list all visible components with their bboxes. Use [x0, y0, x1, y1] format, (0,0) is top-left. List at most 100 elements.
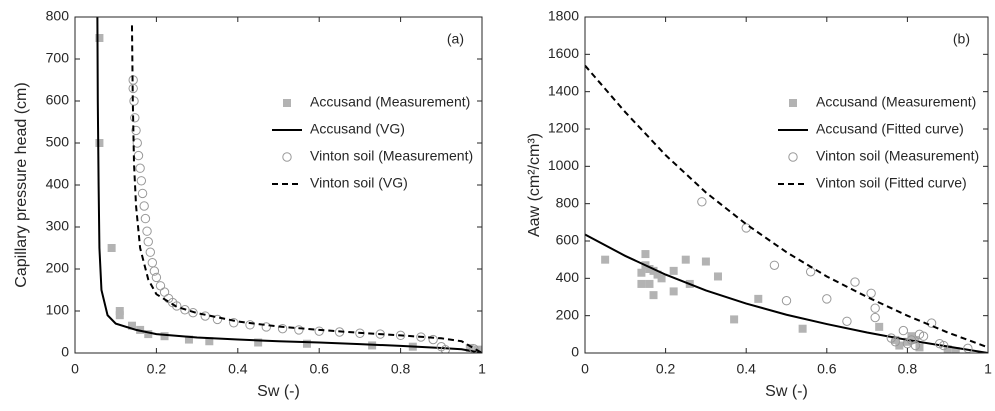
point [478, 347, 482, 353]
point [188, 307, 198, 318]
x-tick-label: 0 [71, 361, 79, 377]
point [314, 326, 324, 336]
point [697, 197, 707, 207]
point [730, 315, 739, 324]
point [144, 330, 153, 339]
y-tick-label: 300 [46, 218, 70, 234]
point [151, 272, 162, 283]
x-tick-label: 0.4 [736, 361, 756, 377]
point [205, 337, 214, 346]
curve [585, 64, 988, 349]
point [428, 334, 438, 345]
axes-box [74, 16, 483, 354]
legend-item: Accusand (VG) [272, 121, 405, 137]
y-tick-label: 1400 [548, 82, 579, 98]
point [798, 324, 807, 333]
point [302, 339, 311, 348]
point [155, 281, 166, 291]
point [245, 320, 255, 330]
point [669, 266, 678, 275]
point [943, 345, 952, 353]
y-tick-label: 200 [46, 260, 70, 276]
point [641, 250, 650, 259]
panel-label: (b) [953, 31, 970, 47]
y-tick-label: 1600 [548, 45, 579, 61]
y-tick-label: 600 [46, 92, 70, 108]
x-tick-label: 0.8 [898, 361, 918, 377]
point [131, 125, 141, 136]
point [649, 291, 658, 300]
point [115, 311, 124, 320]
legend-marker [788, 152, 798, 162]
point [133, 150, 144, 161]
point [107, 244, 116, 252]
legend-label: Vinton soil (Fitted curve) [816, 175, 967, 191]
point [127, 321, 136, 330]
legend-label: Vinton soil (VG) [310, 175, 408, 191]
y-tick-label: 600 [556, 232, 580, 248]
point [115, 307, 124, 315]
point [657, 274, 666, 283]
point [805, 267, 816, 277]
point [254, 338, 263, 347]
point [147, 258, 158, 268]
legend-marker [282, 152, 292, 162]
point [135, 163, 145, 173]
y-tick-label: 100 [46, 302, 70, 318]
point [180, 305, 190, 315]
x-tick-label: 1 [478, 361, 486, 377]
point [741, 223, 751, 233]
point [637, 268, 646, 277]
y-tick-label: 500 [46, 134, 70, 150]
legend-item: Accusand (Measurement) [283, 94, 470, 110]
point [637, 279, 646, 288]
point [159, 287, 170, 297]
point [850, 277, 860, 287]
point [129, 96, 139, 106]
x-tick-label: 0.6 [309, 361, 329, 377]
curve [130, 25, 482, 353]
point [172, 301, 182, 311]
point [440, 344, 451, 353]
x-tick-label: 0.2 [147, 361, 167, 377]
legend-label: Vinton soil (Measurement) [816, 148, 979, 164]
x-tick-label: 0 [581, 361, 589, 377]
point [645, 279, 654, 288]
point [277, 323, 288, 334]
y-tick-label: 1200 [548, 120, 579, 136]
point [130, 113, 140, 123]
y-axis-label: Capillary pressure head (cm) [13, 82, 30, 287]
legend-item: Vinton soil (Measurement) [788, 148, 979, 164]
plot-area [585, 64, 988, 353]
point [842, 316, 852, 326]
point [200, 311, 210, 321]
point [160, 332, 169, 341]
point [895, 341, 904, 350]
point [128, 83, 138, 94]
point [866, 288, 876, 298]
curve [585, 233, 988, 353]
point [822, 294, 832, 304]
point [669, 287, 678, 296]
point [145, 247, 155, 257]
point [890, 337, 901, 347]
point [375, 329, 385, 339]
point [769, 260, 780, 270]
point [681, 255, 690, 264]
point [143, 237, 153, 247]
point [140, 213, 151, 224]
x-axis-label: Sw (-) [257, 383, 300, 400]
point [870, 312, 880, 323]
y-tick-label: 400 [46, 176, 70, 192]
point [142, 226, 152, 236]
point [137, 188, 148, 199]
point [395, 330, 406, 341]
legend-marker [789, 99, 797, 107]
point [951, 347, 960, 353]
y-tick-label: 800 [46, 8, 70, 24]
x-tick-label: 0.4 [228, 361, 248, 377]
x-tick-label: 0.6 [817, 361, 837, 377]
point [132, 138, 142, 148]
y-tick-label: 0 [61, 344, 69, 360]
x-tick-label: 0.2 [656, 361, 676, 377]
